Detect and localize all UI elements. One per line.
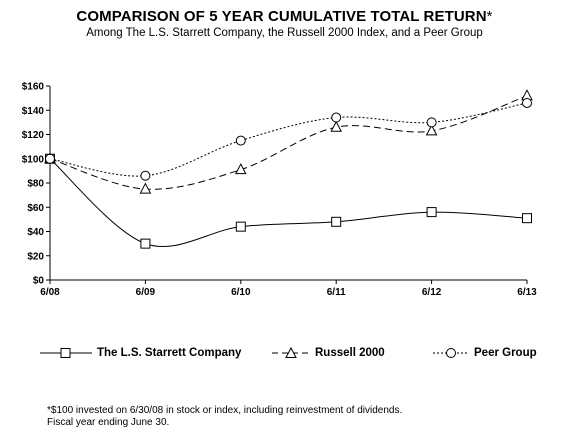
- chart-legend: The L.S. Starrett Company Russell 2000 P…: [0, 344, 569, 364]
- data-point-circle: [45, 153, 55, 164]
- chart-series: [44, 89, 533, 249]
- chart-axes: $0 $20 $40 $60 $80 $100 $120 $140 $160 6/08 6/09 6/…: [22, 82, 537, 299]
- y-tick-label: $120: [22, 130, 45, 141]
- series-square: [45, 153, 532, 249]
- data-point-triangle: [234, 163, 247, 175]
- y-tick-label: $0: [33, 276, 45, 287]
- y-tick-label: $60: [27, 203, 44, 214]
- series-line-circle: [49, 102, 528, 177]
- x-tick-label: 6/09: [136, 287, 156, 298]
- y-tick-label: $100: [22, 154, 45, 165]
- x-tick-label: 6/08: [40, 287, 60, 298]
- chart-title-footnote-mark: *: [486, 8, 493, 25]
- legend-swatch-square-icon: [40, 348, 92, 358]
- y-tick-label: $20: [27, 251, 44, 262]
- data-point-square: [522, 213, 532, 224]
- data-point-circle: [522, 97, 532, 108]
- legend-label-peer: Peer Group: [474, 347, 537, 359]
- x-tick-label: 6/10: [231, 287, 251, 298]
- x-tick-label: 6/13: [517, 287, 537, 298]
- chart-subtitle: Among The L.S. Starrett Company, the Rus…: [86, 27, 483, 39]
- data-point-circle: [331, 112, 342, 123]
- legend-swatch-triangle-icon: [272, 347, 310, 358]
- y-tick-label: $80: [27, 179, 44, 190]
- y-tick-label: $160: [22, 82, 45, 93]
- data-point-triangle: [139, 182, 152, 194]
- y-tick-label: $40: [27, 227, 44, 238]
- x-tick-label: 6/12: [422, 287, 442, 298]
- data-point-triangle: [425, 124, 438, 136]
- legend-label-starrett: The L.S. Starrett Company: [97, 347, 242, 359]
- data-point-square: [140, 238, 151, 249]
- legend-item-russell: Russell 2000: [272, 344, 385, 362]
- legend-swatch-circle-icon: [433, 348, 469, 358]
- data-point-square: [235, 221, 246, 232]
- legend-item-peer: Peer Group: [433, 344, 537, 362]
- data-point-square: [331, 216, 342, 227]
- series-triangle: [44, 89, 533, 194]
- footnote-line-1: *$100 invested on 6/30/08 in stock or in…: [47, 405, 403, 416]
- series-line-square: [49, 158, 528, 248]
- footnote-line-2: Fiscal year ending June 30.: [47, 417, 170, 428]
- legend-item-starrett: The L.S. Starrett Company: [40, 344, 241, 362]
- y-tick-label: $140: [22, 106, 45, 117]
- footnote: *$100 invested on 6/30/08 in stock or in…: [47, 405, 402, 429]
- series-line-triangle: [49, 95, 528, 190]
- data-point-circle: [426, 117, 437, 128]
- chart-title-text: COMPARISON OF 5 YEAR CUMULATIVE TOTAL RE…: [76, 8, 487, 25]
- legend-label-russell: Russell 2000: [315, 347, 385, 359]
- data-point-square: [426, 207, 437, 218]
- series-circle: [45, 97, 532, 181]
- data-point-circle: [140, 170, 151, 181]
- chart-title: COMPARISON OF 5 YEAR CUMULATIVE TOTAL RE…: [0, 8, 569, 25]
- x-tick-label: 6/11: [327, 287, 346, 298]
- data-point-circle: [235, 135, 246, 146]
- data-point-triangle: [330, 120, 343, 132]
